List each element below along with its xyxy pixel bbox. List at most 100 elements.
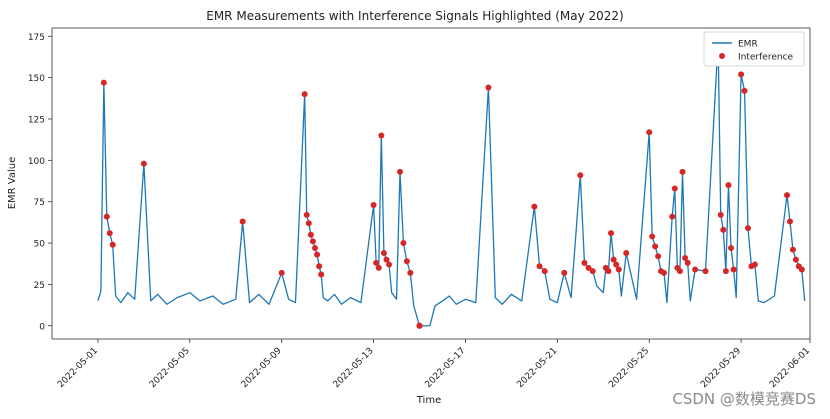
interference-point xyxy=(312,245,318,252)
interference-point xyxy=(416,322,423,329)
interference-point xyxy=(396,168,403,175)
interference-point xyxy=(649,233,656,240)
x-tick-label: 2022-05-25 xyxy=(607,346,651,390)
interference-point xyxy=(679,168,686,175)
interference-point xyxy=(623,249,630,256)
interference-point xyxy=(751,261,758,268)
interference-point xyxy=(407,269,414,276)
interference-point xyxy=(692,266,699,273)
y-tick-label: 75 xyxy=(34,198,45,208)
interference-point xyxy=(717,211,724,218)
interference-point xyxy=(682,254,689,261)
x-tick-label: 2022-05-09 xyxy=(240,346,284,390)
interference-point xyxy=(589,268,596,275)
interference-point xyxy=(725,182,732,189)
interference-point xyxy=(615,266,622,273)
interference-point xyxy=(140,160,147,167)
interference-point xyxy=(403,258,410,265)
interference-point xyxy=(720,226,727,233)
plot-area xyxy=(51,27,811,340)
y-tick-label: 25 xyxy=(34,281,45,291)
legend-label: EMR xyxy=(738,40,758,50)
interference-point xyxy=(561,269,568,276)
legend-box xyxy=(703,31,805,67)
x-axis-label: Time xyxy=(416,395,441,406)
interference-point xyxy=(722,268,729,275)
interference-point xyxy=(278,269,285,276)
legend-label: Interference xyxy=(738,53,794,63)
interference-series xyxy=(100,38,805,329)
interference-point xyxy=(613,261,620,268)
interference-point xyxy=(239,218,246,225)
interference-point xyxy=(106,230,113,237)
emr-series xyxy=(97,40,806,327)
interference-point xyxy=(728,245,735,252)
interference-point xyxy=(610,256,617,263)
interference-point xyxy=(798,266,805,273)
x-tick-label: 2022-05-21 xyxy=(515,346,559,390)
interference-point xyxy=(307,231,314,238)
interference-point xyxy=(784,192,791,199)
interference-point xyxy=(605,268,612,275)
interference-point xyxy=(669,213,676,220)
x-tick-label: 2022-06-01 xyxy=(768,346,812,390)
y-tick-label: 175 xyxy=(28,33,45,43)
interference-point xyxy=(702,268,709,275)
interference-point xyxy=(660,269,667,276)
interference-point xyxy=(646,129,653,136)
interference-point xyxy=(380,249,387,256)
chart-title: EMR Measurements with Interference Signa… xyxy=(206,9,623,23)
interference-point xyxy=(400,240,407,247)
emr-line xyxy=(97,40,806,327)
interference-point xyxy=(652,243,659,250)
x-axis: 2022-05-01 2022-05-05 2022-05-09 2022-05-13… xyxy=(56,339,812,390)
interference-point xyxy=(541,268,548,275)
interference-point xyxy=(531,203,538,210)
interference-point xyxy=(301,91,308,98)
y-tick-label: 125 xyxy=(28,115,45,125)
interference-point xyxy=(100,79,107,86)
interference-point xyxy=(375,264,382,271)
interference-point xyxy=(741,87,748,94)
interference-point xyxy=(370,202,377,209)
x-tick-label: 2022-05-29 xyxy=(699,346,743,390)
interference-point xyxy=(378,132,385,139)
interference-point xyxy=(316,263,323,270)
interference-point xyxy=(303,211,310,218)
interference-point xyxy=(789,246,796,253)
watermark: CSDN @数模竞赛DS xyxy=(672,390,816,408)
interference-point xyxy=(318,271,325,278)
interference-point xyxy=(730,266,737,273)
interference-point xyxy=(786,218,793,225)
interference-point xyxy=(738,71,745,78)
legend-interference-swatch xyxy=(719,53,725,59)
interference-point xyxy=(671,185,678,192)
x-tick-label: 2022-05-17 xyxy=(424,346,468,390)
interference-point xyxy=(485,84,492,91)
interference-point xyxy=(109,241,116,248)
y-axis: 0 25 50 75 100 125 150 175 xyxy=(28,33,52,332)
interference-point xyxy=(536,263,543,270)
interference-point xyxy=(581,259,588,266)
interference-point xyxy=(577,172,584,179)
y-tick-label: 150 xyxy=(28,74,45,84)
interference-point xyxy=(684,259,691,266)
interference-point xyxy=(792,256,799,263)
interference-point xyxy=(305,220,312,227)
interference-point xyxy=(608,230,615,237)
legend: EMR Interference xyxy=(703,31,805,67)
interference-point xyxy=(309,238,316,245)
interference-point xyxy=(314,251,321,258)
x-tick-label: 2022-05-13 xyxy=(332,346,376,390)
interference-point xyxy=(383,256,390,263)
x-tick-label: 2022-05-05 xyxy=(148,346,192,390)
interference-point xyxy=(373,259,380,266)
interference-point xyxy=(585,264,592,271)
y-axis-label: EMR Value xyxy=(7,157,18,210)
interference-point xyxy=(655,253,662,260)
interference-point xyxy=(744,225,751,232)
interference-point xyxy=(386,261,393,268)
interference-point xyxy=(676,268,683,275)
